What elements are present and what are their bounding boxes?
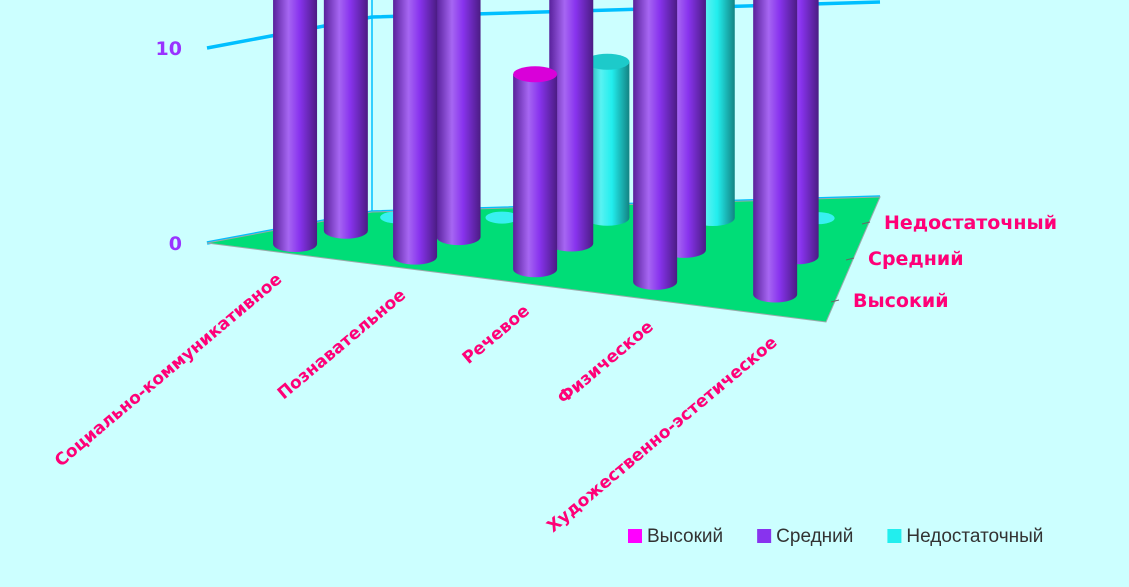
bar-Недостаточный (485, 211, 519, 224)
legend-label: Недостаточный (906, 526, 1043, 547)
bar-body (323, 0, 368, 239)
bar-top (513, 66, 558, 83)
category-label: Социально-коммуникативное (51, 269, 286, 471)
legend-swatch (887, 529, 902, 543)
depth-label: Недостаточный (884, 212, 1057, 234)
bar-body (585, 61, 630, 226)
bar-cylinder (549, 0, 594, 252)
bar-cylinder (393, 0, 438, 265)
depth-label: Высокий (853, 290, 949, 312)
legend-label: Высокий (647, 526, 723, 547)
bar-cylinder (753, 0, 798, 303)
bar-body (753, 0, 798, 303)
bar-top (585, 53, 630, 70)
bar-cylinder (273, 0, 318, 253)
bar-body (633, 0, 678, 290)
legend-label: Средний (776, 526, 853, 547)
category-label: Познавательное (274, 285, 410, 404)
category-label: Речевое (459, 301, 534, 368)
bar-body (273, 0, 318, 253)
bar-body (549, 0, 594, 252)
bar-body (436, 0, 481, 246)
depth-tick (830, 299, 840, 303)
legend-swatch (757, 529, 772, 543)
category-label: Физическое (554, 317, 658, 409)
legend-swatch (628, 529, 642, 543)
bar-cylinder (513, 66, 558, 278)
bar-body (513, 74, 558, 278)
depth-label: Средний (868, 248, 964, 270)
depth-tick (861, 221, 871, 225)
bar-cylinder (633, 0, 678, 290)
y-tick-label: 10 (156, 38, 182, 60)
bar-cylinder (585, 53, 630, 226)
bar-cylinder (323, 0, 368, 239)
y-tick-label: 0 (169, 233, 182, 255)
depth-tick (845, 257, 855, 261)
category-label: Художественно-эстетическое (543, 333, 781, 537)
bar-body (393, 0, 438, 265)
bar-cylinder (436, 0, 481, 246)
